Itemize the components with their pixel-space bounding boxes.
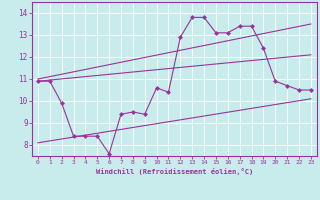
X-axis label: Windchill (Refroidissement éolien,°C): Windchill (Refroidissement éolien,°C) bbox=[96, 168, 253, 175]
